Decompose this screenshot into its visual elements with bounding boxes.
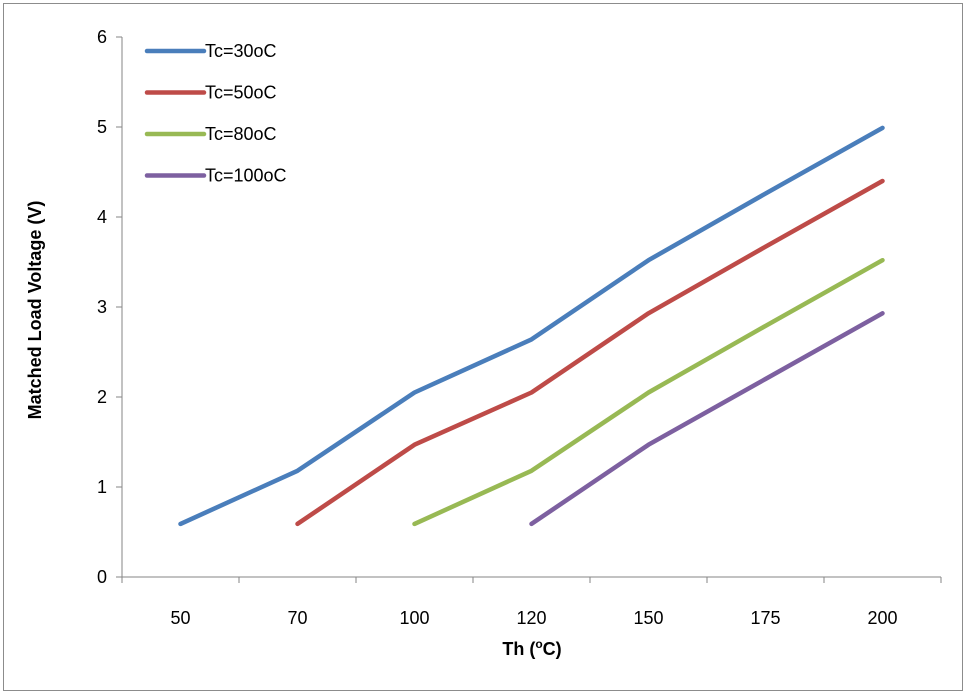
x-tick-label: 50 xyxy=(170,608,190,628)
legend-label-3: Tc=80oC xyxy=(205,124,277,144)
axes: 0 1 2 3 4 5 6 50 70 100 120 150 175 200 xyxy=(97,27,942,628)
x-axis-title: Th (oC) xyxy=(502,637,561,659)
x-axis-title-main: Th ( xyxy=(502,639,535,659)
chart-area: 0 1 2 3 4 5 6 50 70 100 120 150 175 200 Tc=30oC Tc=50o… xyxy=(3,3,963,691)
x-axis-title-sup: o xyxy=(535,637,542,651)
series-line-1 xyxy=(178,125,885,527)
x-tick-label: 120 xyxy=(516,608,546,628)
x-tick-label: 70 xyxy=(287,608,307,628)
legend: Tc=30oC Tc=50oC Tc=80oC Tc=100oC xyxy=(144,41,287,186)
legend-label-1: Tc=30oC xyxy=(205,41,277,61)
x-tick-label: 100 xyxy=(399,608,429,628)
y-tick-label: 3 xyxy=(97,297,107,317)
series-line-3 xyxy=(412,257,885,527)
y-tick-label: 4 xyxy=(97,207,107,227)
x-tick-label: 200 xyxy=(867,608,897,628)
y-tick-label: 5 xyxy=(97,117,107,137)
series-line-4 xyxy=(529,311,885,527)
x-axis-title-end: C) xyxy=(543,639,562,659)
y-tick-label: 2 xyxy=(97,387,107,407)
y-tick-label: 6 xyxy=(97,27,107,47)
y-axis-title: Matched Load Voltage (V) xyxy=(25,201,45,420)
y-tick-label: 1 xyxy=(97,477,107,497)
line-chart: 0 1 2 3 4 5 6 50 70 100 120 150 175 200 Tc=30oC Tc=50o… xyxy=(25,27,942,659)
x-tick-label: 150 xyxy=(633,608,663,628)
y-tick-label: 0 xyxy=(97,567,107,587)
series-lines xyxy=(178,125,885,527)
x-tick-label: 175 xyxy=(750,608,780,628)
series-line-2 xyxy=(295,178,885,527)
legend-label-2: Tc=50oC xyxy=(205,83,277,103)
legend-label-4: Tc=100oC xyxy=(205,166,287,186)
